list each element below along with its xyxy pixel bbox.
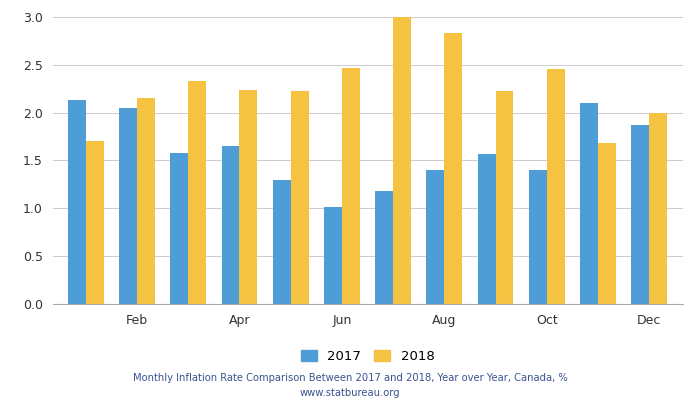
Bar: [426, 170, 444, 304]
Bar: [598, 143, 616, 304]
Bar: [119, 108, 137, 304]
Bar: [221, 146, 239, 304]
Bar: [528, 170, 547, 304]
Bar: [393, 17, 411, 304]
Bar: [375, 191, 393, 304]
Bar: [273, 180, 290, 304]
Bar: [580, 103, 598, 304]
Bar: [137, 98, 155, 304]
Bar: [649, 112, 667, 304]
Text: www.statbureau.org: www.statbureau.org: [300, 388, 400, 398]
Text: Monthly Inflation Rate Comparison Between 2017 and 2018, Year over Year, Canada,: Monthly Inflation Rate Comparison Betwee…: [132, 373, 568, 383]
Bar: [290, 90, 309, 304]
Bar: [496, 92, 514, 304]
Bar: [324, 207, 342, 304]
Bar: [239, 90, 258, 304]
Bar: [86, 141, 104, 304]
Legend: 2017, 2018: 2017, 2018: [297, 346, 438, 366]
Bar: [444, 33, 462, 304]
Bar: [188, 81, 206, 304]
Bar: [170, 153, 188, 304]
Bar: [342, 68, 360, 304]
Bar: [477, 154, 496, 304]
Bar: [631, 125, 649, 304]
Bar: [547, 70, 565, 304]
Bar: [68, 100, 86, 304]
